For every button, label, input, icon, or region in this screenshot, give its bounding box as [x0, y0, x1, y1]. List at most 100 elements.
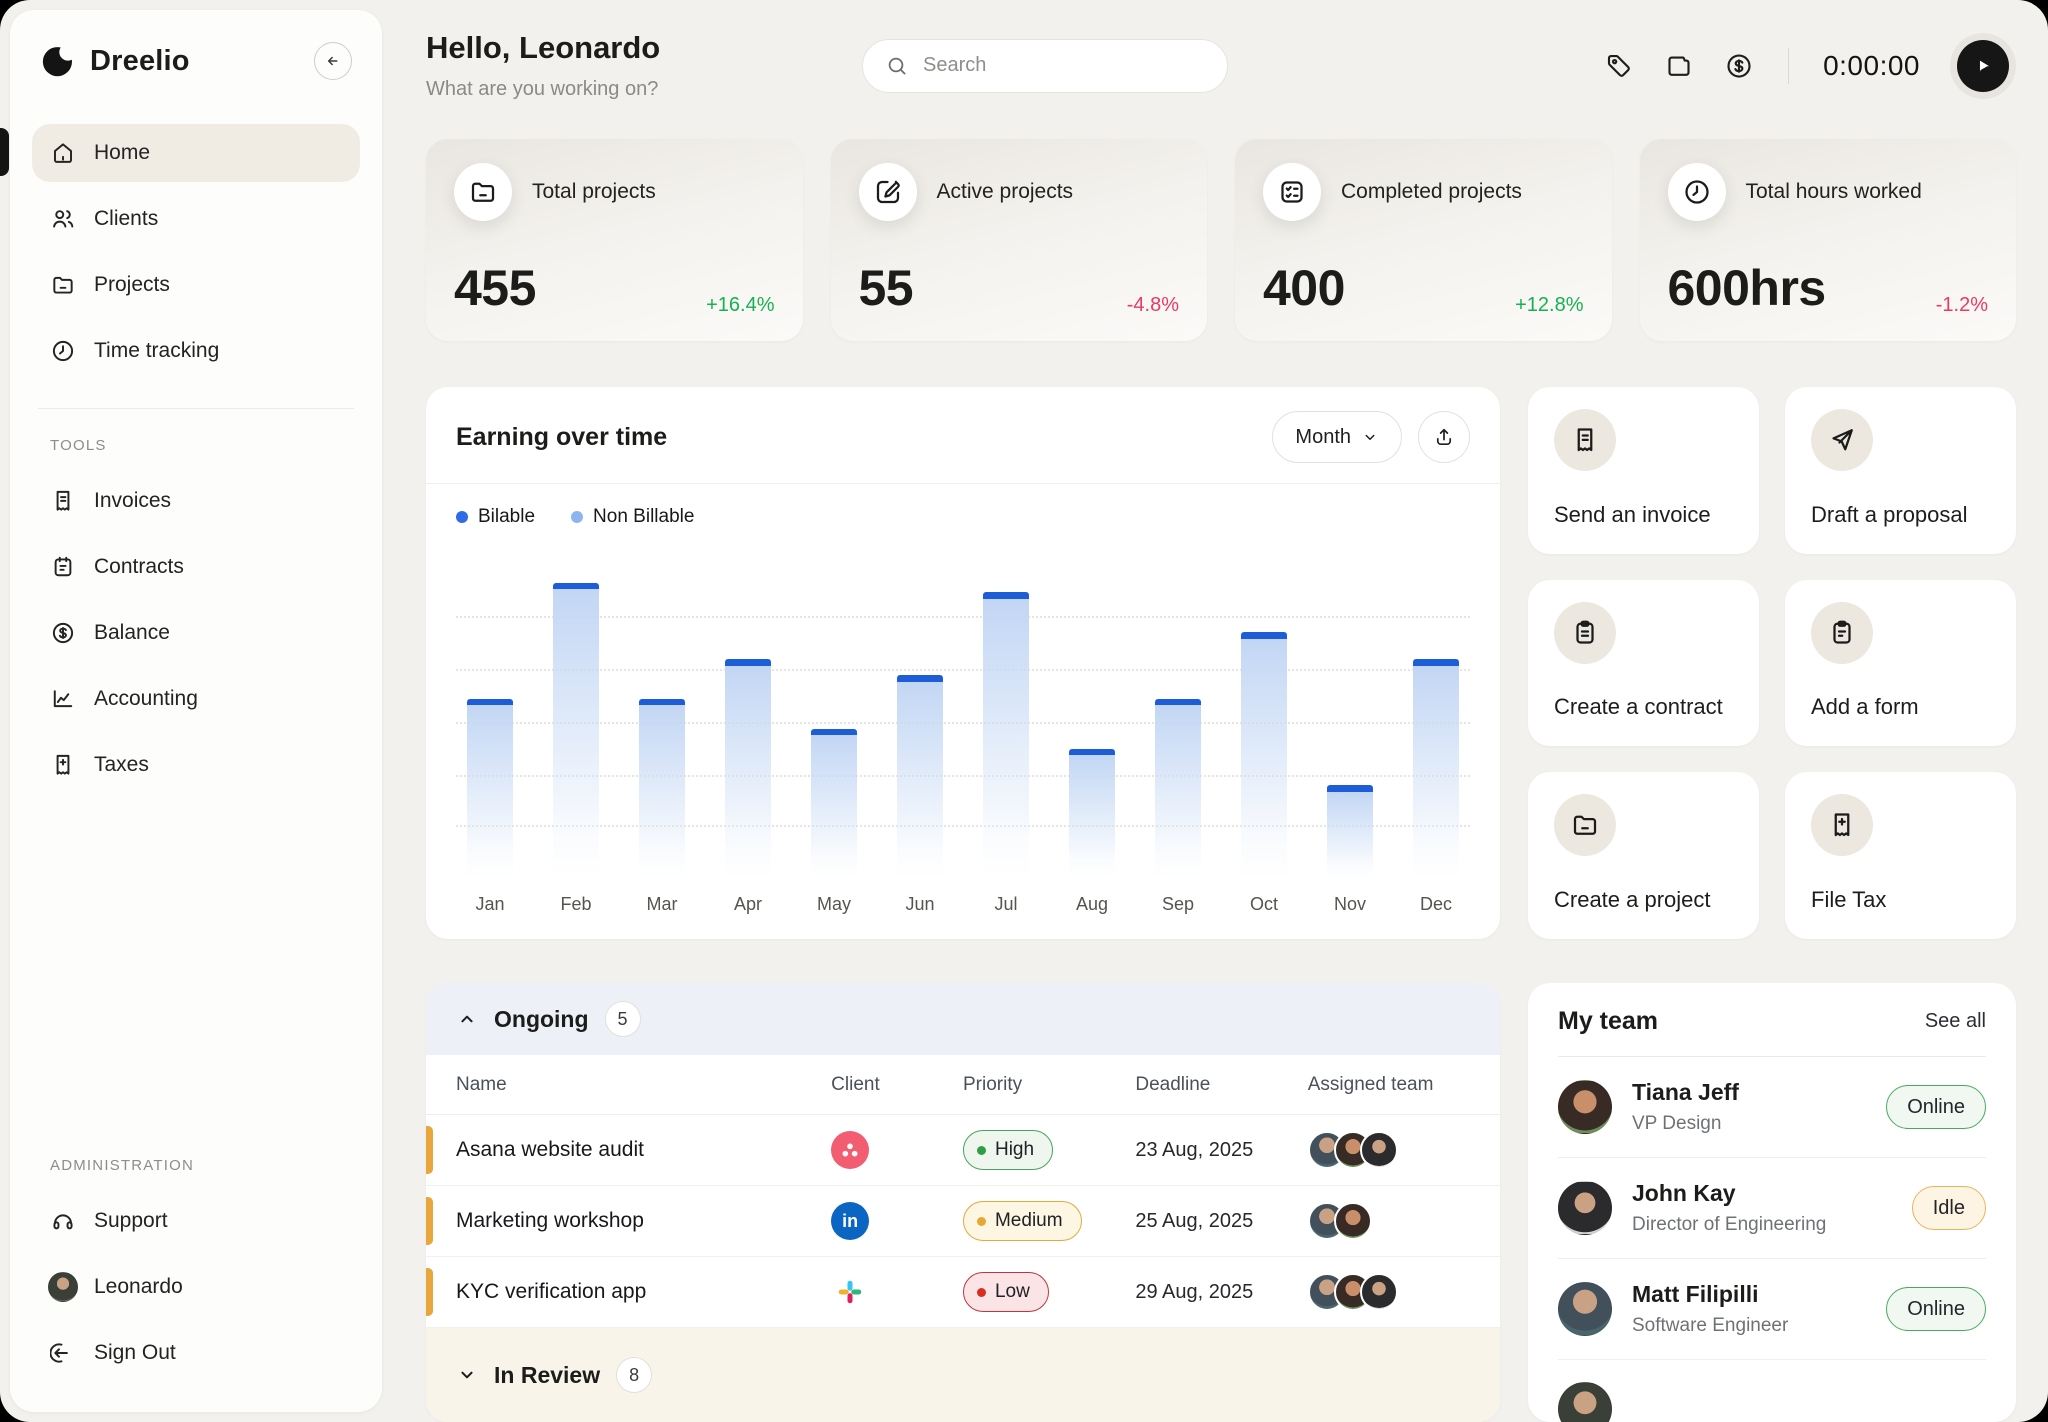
action-create-a-contract[interactable]: Create a contract — [1528, 579, 1759, 747]
assigned-team-avatars — [1307, 1202, 1470, 1240]
bar-slot-sep — [1148, 546, 1208, 878]
sidebar-item-label: Projects — [94, 273, 170, 296]
action-create-a-project[interactable]: Create a project — [1528, 772, 1759, 939]
bar-nov[interactable] — [1327, 785, 1373, 878]
action-draft-a-proposal[interactable]: Draft a proposal — [1785, 387, 2016, 554]
chart-range-dropdown[interactable]: Month — [1272, 411, 1402, 463]
client-cell: in — [831, 1202, 963, 1240]
avatar — [1359, 1131, 1398, 1169]
sidebar-collapse-button[interactable] — [314, 42, 352, 80]
stat-card-bottom: 600hrs -1.2% — [1668, 259, 1989, 317]
member-role: Software Engineer — [1632, 1315, 1789, 1336]
team-member-john-kay[interactable]: John Kay Director of Engineering Idle — [1558, 1158, 1986, 1259]
sidebar-item-label: Balance — [94, 621, 170, 644]
sidebar-tools-nav: Invoices Contracts Balance Accounting Taxes — [32, 472, 360, 794]
sidebar-item-sign-out[interactable]: Sign Out — [32, 1324, 360, 1382]
chart-export-button[interactable] — [1418, 411, 1470, 463]
team-member-tiana-jeff[interactable]: Tiana Jeff VP Design Online — [1558, 1057, 1986, 1158]
bar-segment-billable — [1327, 791, 1373, 878]
in-review-section-header[interactable]: In Review 8 — [426, 1328, 1500, 1422]
bar-oct[interactable] — [1241, 632, 1287, 878]
action-send-an-invoice[interactable]: Send an invoice — [1528, 387, 1759, 554]
x-tick-apr: Apr — [733, 894, 762, 914]
bar-segment-billable — [725, 665, 771, 878]
sidebar-item-label: Accounting — [94, 687, 198, 710]
bar-slot-may — [804, 546, 864, 878]
receipt-icon — [50, 488, 76, 514]
folder-minus-icon — [1554, 794, 1616, 857]
folder-icon[interactable] — [1664, 51, 1694, 81]
bar-slot-jun — [890, 546, 950, 878]
see-all-link[interactable]: See all — [1924, 1010, 1986, 1032]
stat-value: 400 — [1263, 260, 1345, 316]
sidebar-tools-section: TOOLS Invoices Contracts Balance Accounting T… — [32, 437, 360, 794]
bar-dec[interactable] — [1413, 658, 1459, 878]
bar-segment-billable — [1069, 755, 1115, 878]
sidebar-item-taxes[interactable]: Taxes — [32, 736, 360, 794]
stat-card-active-projects: Active projects 55 -4.8% — [830, 139, 1207, 341]
search-bar[interactable] — [862, 38, 1228, 93]
stat-card-bottom: 55 -4.8% — [859, 259, 1180, 317]
table-row-marketing-workshop[interactable]: Marketing workshop in Medium 25 Aug, 2025 — [426, 1186, 1500, 1257]
x-tick-may: May — [816, 894, 851, 914]
ongoing-section-header[interactable]: Ongoing 5 — [426, 983, 1500, 1055]
table-row-asana-website-audit[interactable]: Asana website audit High 23 Aug, 2025 — [426, 1115, 1500, 1186]
bar-aug[interactable] — [1069, 748, 1115, 878]
search-input[interactable] — [923, 54, 1205, 77]
dollar-circle-icon[interactable] — [1724, 51, 1754, 81]
status-badge-online: Online — [1886, 1287, 1986, 1331]
start-timer-button[interactable] — [1950, 32, 2016, 99]
time-tracker-display: 0:00:00 — [1823, 49, 1920, 81]
bar-sep[interactable] — [1155, 698, 1201, 878]
action-add-a-form[interactable]: Add a form — [1785, 579, 2016, 747]
column-header-priority: Priority — [962, 1073, 1023, 1095]
page-header: Hello, Leonardo What are you working on? — [426, 30, 2016, 101]
in-review-section-title: In Review — [494, 1361, 601, 1388]
bar-may[interactable] — [811, 728, 857, 878]
x-tick-jan: Jan — [475, 894, 505, 914]
action-file-tax[interactable]: File Tax — [1785, 772, 2016, 939]
home-icon — [50, 140, 76, 166]
bar-jun[interactable] — [897, 675, 943, 878]
sign-out-icon — [50, 1340, 76, 1366]
arrow-left-icon — [323, 51, 343, 71]
my-team-card: My team See all Tiana Jeff VP Design Onlin… — [1528, 983, 2016, 1422]
bar-apr[interactable] — [725, 658, 771, 878]
sidebar-item-time-tracking[interactable]: Time tracking — [32, 322, 360, 380]
sidebar-item-home[interactable]: Home — [32, 124, 360, 182]
sidebar-item-balance[interactable]: Balance — [32, 604, 360, 662]
team-member-matt-filipilli[interactable]: Matt Filipilli Software Engineer Online — [1558, 1259, 1986, 1360]
bar-slot-dec — [1406, 546, 1466, 878]
deadline: 25 Aug, 2025 — [1135, 1209, 1254, 1232]
tag-icon[interactable] — [1604, 51, 1634, 81]
sidebar-item-contracts[interactable]: Contracts — [32, 538, 360, 596]
stat-delta: +12.8% — [1515, 294, 1584, 316]
receipt-plus-icon — [50, 752, 76, 778]
play-icon — [1957, 39, 2009, 92]
sidebar-item-support[interactable]: Support — [32, 1192, 360, 1250]
chart-gridline — [456, 721, 1470, 724]
team-title: My team — [1558, 1007, 1659, 1035]
bar-mar[interactable] — [639, 698, 685, 878]
bar-segment-non-billable — [1241, 632, 1287, 639]
bar-segment-non-billable — [1413, 658, 1459, 666]
priority-badge-medium: Medium — [962, 1201, 1082, 1241]
sidebar-item-clients[interactable]: Clients — [32, 190, 360, 248]
sidebar-item-label: Invoices — [94, 489, 172, 512]
bar-slot-apr — [718, 546, 778, 878]
bar-feb[interactable] — [553, 582, 599, 878]
bar-jul[interactable] — [983, 592, 1029, 878]
table-row-kyc-verification-app[interactable]: KYC verification app Low 29 Aug, 2025 — [426, 1257, 1500, 1328]
bar-jan[interactable] — [467, 698, 513, 878]
column-header-name: Name — [456, 1073, 507, 1095]
sidebar-item-projects[interactable]: Projects — [32, 256, 360, 314]
ongoing-section-title: Ongoing — [494, 1005, 589, 1032]
sidebar-item-invoices[interactable]: Invoices — [32, 472, 360, 530]
clock-icon — [1667, 163, 1726, 221]
earnings-chart-card: Earning over time Month — [426, 387, 1500, 939]
linkedin-logo-icon: in — [831, 1202, 870, 1240]
sidebar-item-accounting[interactable]: Accounting — [32, 670, 360, 728]
sidebar-item-leonardo[interactable]: Leonardo — [32, 1258, 360, 1316]
sidebar-nav: Home Clients Projects Time tracking — [32, 124, 360, 380]
row-accent-bar — [426, 1197, 433, 1245]
